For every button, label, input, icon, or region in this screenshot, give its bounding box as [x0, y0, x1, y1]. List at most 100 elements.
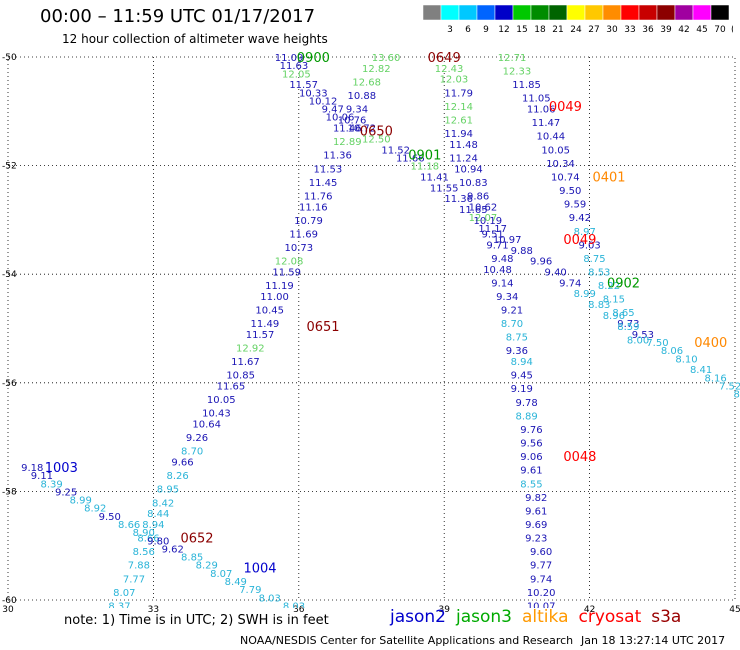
- wave-height-point: 9.45: [511, 371, 533, 382]
- wave-height-point: 9.36: [506, 346, 528, 357]
- wave-height-point: 9.34: [346, 105, 368, 116]
- wave-height-point: 8.75: [506, 333, 528, 344]
- wave-height-point: 11.65: [217, 382, 246, 393]
- wave-height-point: 12.03: [440, 75, 469, 86]
- wave-height-point: 8.70: [501, 319, 523, 330]
- pass-time-label: 0401: [592, 170, 625, 185]
- data-layer: 11.0911.6312.0511.5710.3310.129.4710.061…: [21, 51, 740, 608]
- wave-height-point: 11.52: [381, 145, 410, 156]
- wave-height-point: 8.59: [617, 322, 639, 333]
- color-level-label: 18: [534, 25, 546, 35]
- wave-height-point: 10.64: [192, 420, 221, 431]
- x-tick-label: 33: [148, 605, 159, 615]
- pass-time-label: 0048: [563, 450, 596, 465]
- color-swatch: [710, 5, 730, 21]
- wave-height-point: 11.53: [314, 164, 343, 175]
- x-tick-label: 42: [584, 605, 595, 615]
- wave-height-point: 10.45: [255, 305, 284, 316]
- color-level-label: 15: [516, 25, 527, 35]
- wave-height-point: 9.76: [520, 425, 542, 436]
- wave-height-point: 8.90: [133, 528, 155, 539]
- wave-height-point: 9.96: [530, 257, 552, 268]
- wave-height-point: 9.11: [31, 471, 53, 482]
- wave-height-point: 9.47: [322, 105, 344, 116]
- color-level-label: 12: [498, 25, 509, 35]
- wave-height-point: 8.97: [574, 227, 596, 238]
- wave-height-point: 8.06: [661, 346, 683, 357]
- wave-height-point: 10.05: [207, 395, 236, 406]
- legend-jason3: jason3: [456, 607, 512, 627]
- wave-height-point: 12.05: [282, 69, 311, 80]
- wave-height-point: 10.05: [541, 145, 570, 156]
- color-unit-label: (ft): [731, 25, 733, 35]
- wave-height-point: 12.07: [469, 213, 498, 224]
- wave-height-point: 12.61: [444, 115, 473, 126]
- legend-s3a: s3a: [651, 607, 682, 627]
- x-tick-label: 36: [293, 605, 305, 615]
- wave-height-point: 9.40: [545, 267, 567, 278]
- wave-height-point: 8.03: [259, 593, 281, 604]
- wave-height-point: 9.78: [515, 398, 537, 409]
- wave-height-point: 12.89: [333, 137, 362, 148]
- wave-height-point: 9.62: [162, 544, 184, 555]
- wave-height-point: 8.42: [152, 498, 174, 509]
- wave-height-point: 8.89: [515, 411, 537, 422]
- page-title: 00:00 – 11:59 UTC 01/17/2017: [40, 6, 316, 27]
- wave-height-point: 11.45: [309, 178, 338, 189]
- wave-height-point: 8.26: [167, 471, 189, 482]
- wave-height-point: 10.20: [527, 588, 556, 599]
- color-level-label: 70: [714, 25, 726, 35]
- wave-height-point: 10.88: [347, 91, 376, 102]
- wave-height-point: 12.14: [444, 102, 473, 113]
- wave-height-point: 11.19: [265, 281, 294, 292]
- pass-time-label: 0049: [549, 100, 582, 115]
- wave-height-point: 10.62: [469, 202, 498, 213]
- wave-height-point: 8.70: [181, 447, 203, 458]
- wave-height-point: 7.88: [128, 561, 150, 572]
- wave-height-point: 12.43: [435, 64, 464, 75]
- wave-height-point: 7.52: [719, 382, 740, 393]
- wave-height-point: 8.15: [603, 295, 625, 306]
- wave-height-point: 11.09: [275, 53, 304, 64]
- pass-time-label: 0649: [428, 51, 461, 66]
- wave-height-point: 8.10: [675, 354, 697, 365]
- wave-height-point: 11.05: [522, 94, 551, 105]
- wave-height-point: 11.36: [323, 151, 352, 162]
- wave-height-point: 9.88: [511, 246, 533, 257]
- wave-height-point: 8.07: [210, 569, 232, 580]
- wave-height-point: 11.00: [260, 292, 289, 303]
- wave-height-point: 10.44: [537, 132, 566, 143]
- wave-height-point: 12.82: [362, 64, 391, 75]
- pass-time-label: 0049: [563, 233, 596, 248]
- wave-height-point: 9.34: [496, 292, 518, 303]
- pass-time-label: 0400: [694, 336, 727, 351]
- wave-height-point: 10.72: [347, 124, 376, 135]
- pass-time-label: 1004: [243, 561, 276, 576]
- wave-height-point: 10.83: [459, 178, 488, 189]
- wave-height-point: 7.79: [239, 585, 261, 596]
- wave-height-point: 8.39: [40, 479, 62, 490]
- wave-height-point: 12.71: [498, 53, 527, 64]
- wave-height-point: 11.49: [251, 319, 280, 330]
- color-level-label: 24: [570, 25, 582, 35]
- y-tick-label: -54: [2, 270, 17, 280]
- color-level-label: 30: [606, 25, 618, 35]
- wave-height-point: 7.50: [646, 338, 668, 349]
- wave-height-point: 12.33: [503, 67, 532, 78]
- wave-height-point: 9.60: [530, 547, 552, 558]
- y-tick-label: -52: [2, 162, 17, 172]
- wave-height-point: 8.44: [147, 509, 169, 520]
- wave-height-point: 11.46: [333, 124, 362, 135]
- wave-height-point: 9.61: [520, 466, 542, 477]
- pass-time-label: 0902: [607, 276, 640, 291]
- x-tick-label: 30: [2, 605, 14, 615]
- wave-height-point: 9.21: [501, 305, 523, 316]
- wave-height-point: 11.17: [478, 224, 507, 235]
- wave-height-point: 9.03: [578, 240, 600, 251]
- plot-frame: [7, 56, 736, 601]
- y-tick-label: -60: [2, 596, 17, 606]
- color-level-label: 9: [483, 25, 489, 35]
- wave-height-point: 9.74: [559, 278, 581, 289]
